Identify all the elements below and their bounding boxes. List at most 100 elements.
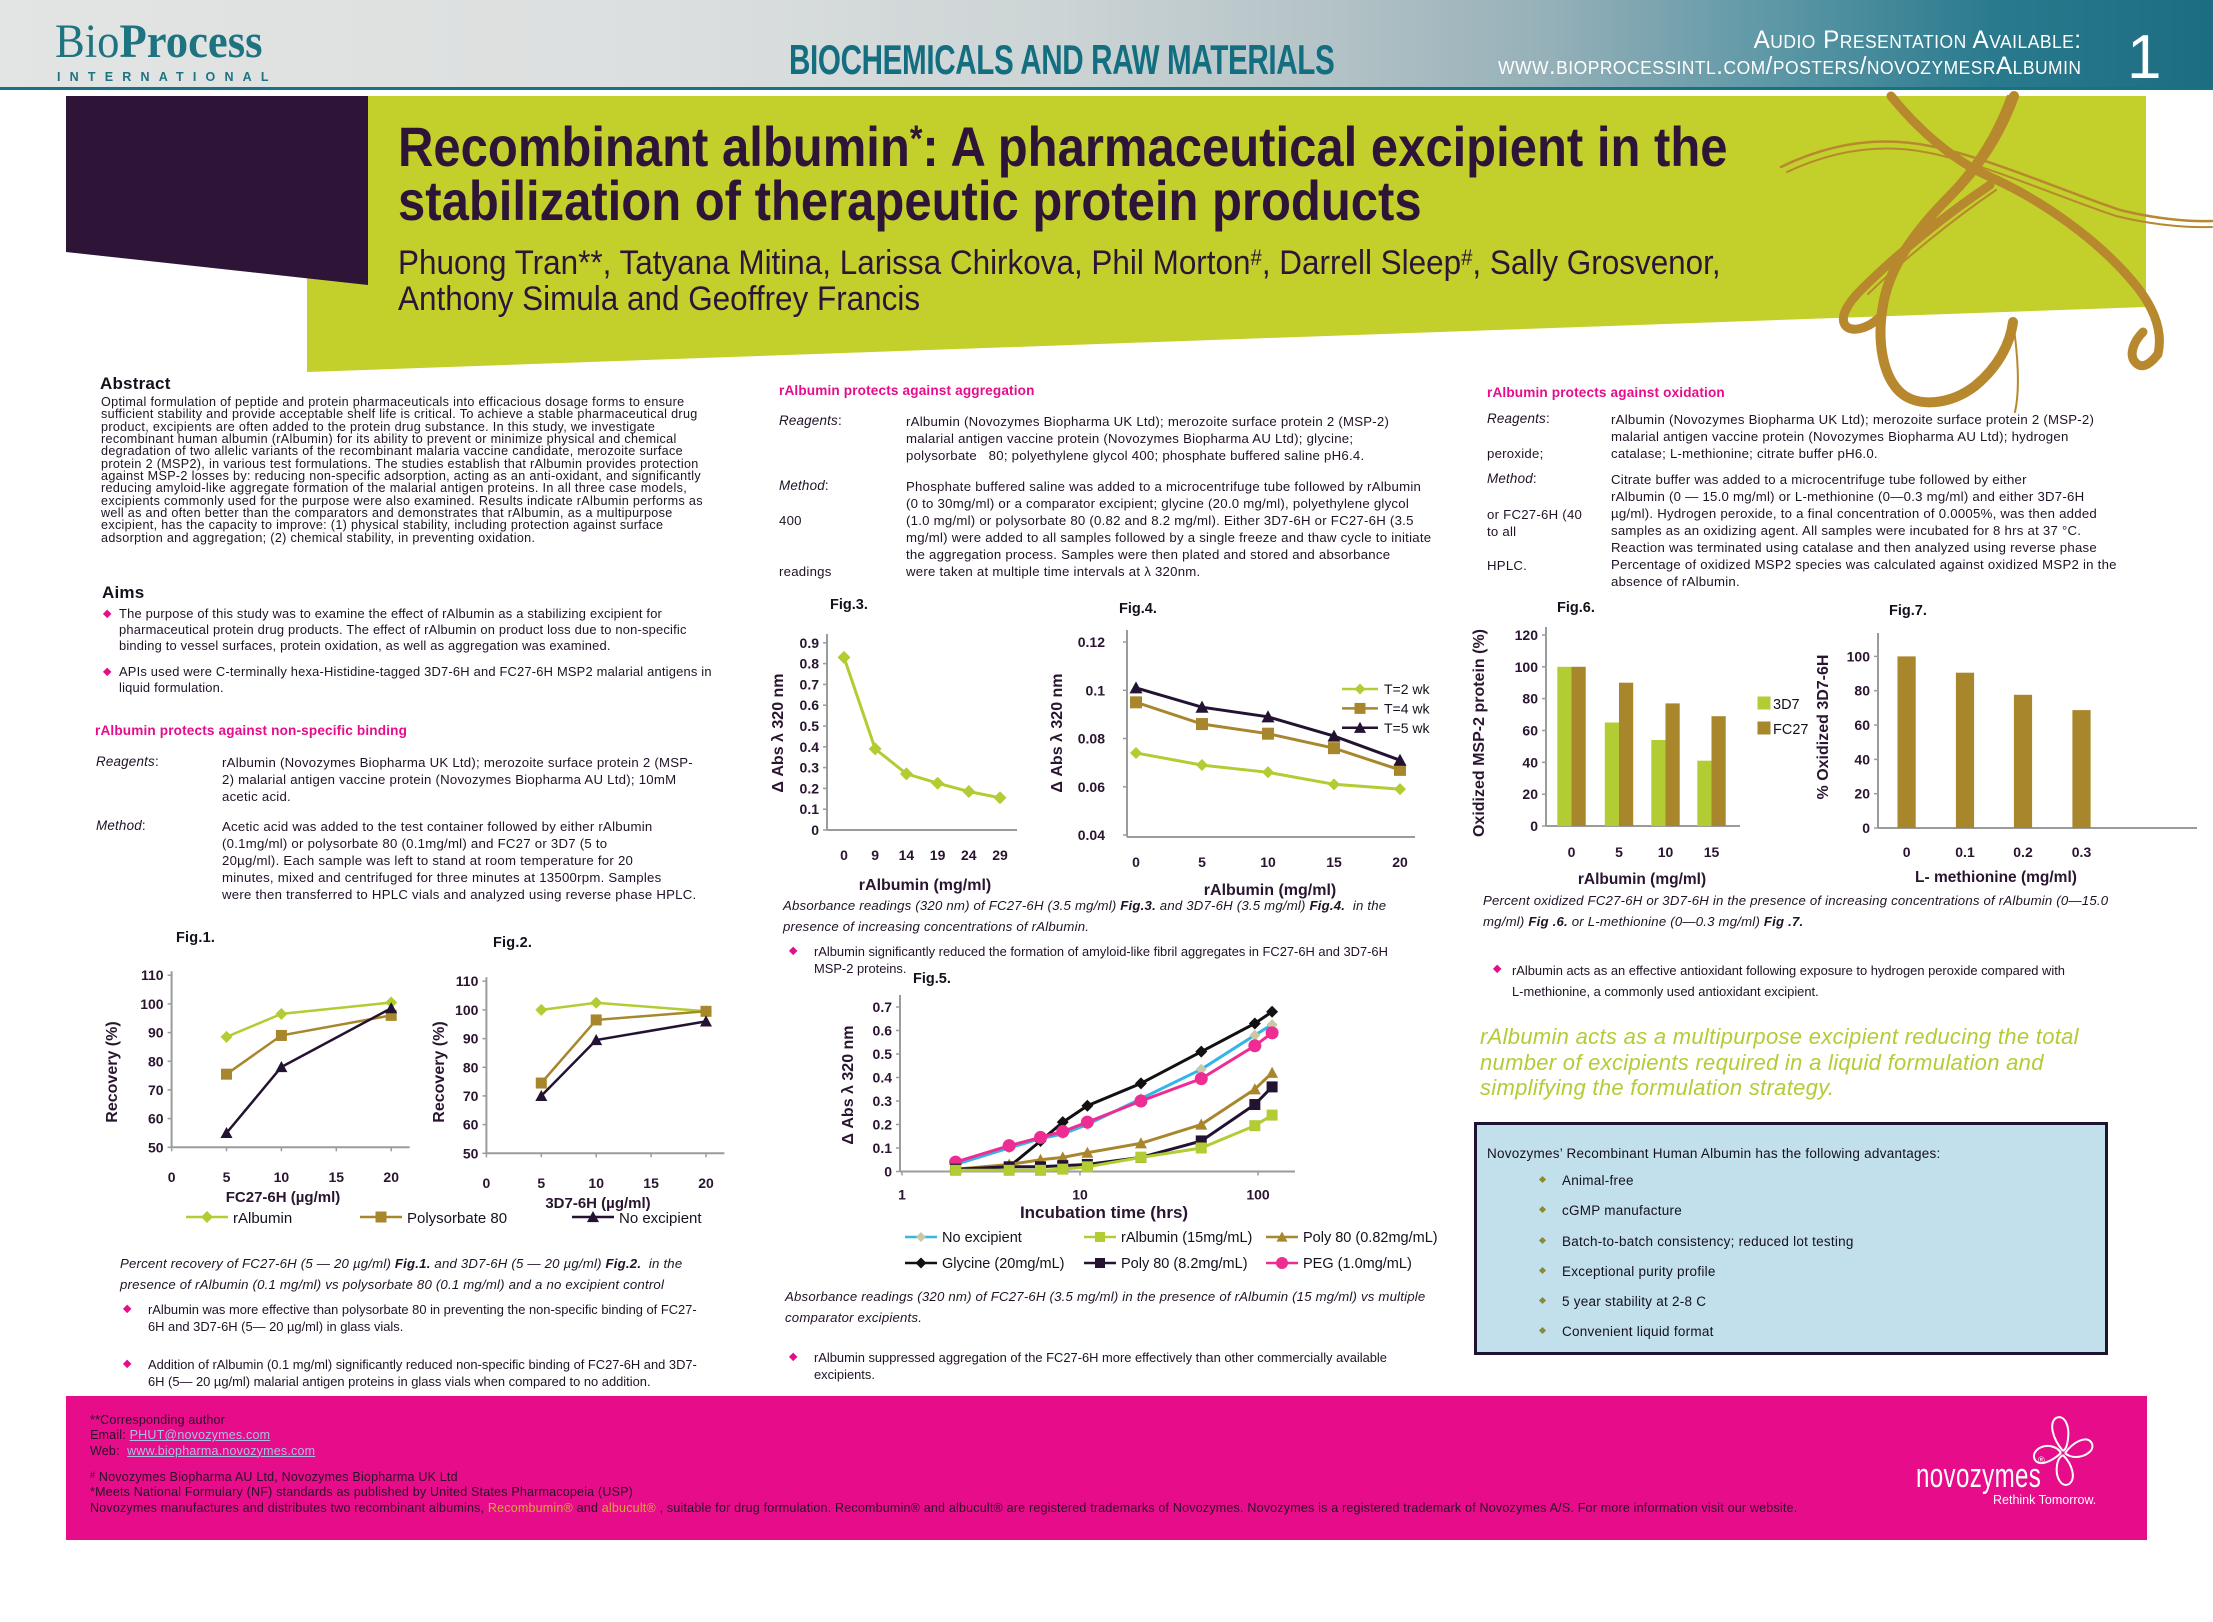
svg-text:0.6: 0.6: [873, 1023, 893, 1039]
svg-text:110: 110: [141, 967, 164, 983]
svg-text:0.2: 0.2: [873, 1117, 893, 1133]
svg-text:0.2: 0.2: [800, 780, 820, 796]
svg-text:10: 10: [1658, 844, 1674, 860]
svg-text:10: 10: [274, 1169, 290, 1185]
svg-text:80: 80: [463, 1059, 479, 1075]
svg-text:0.06: 0.06: [1078, 779, 1105, 795]
svg-text:19: 19: [930, 847, 946, 863]
svg-text:0.1: 0.1: [873, 1140, 893, 1156]
svg-text:Incubation time (hrs): Incubation time (hrs): [1020, 1203, 1188, 1222]
svg-text:Oxidized MSP-2 protein (%): Oxidized MSP-2 protein (%): [1471, 629, 1488, 837]
svg-text:5: 5: [223, 1169, 231, 1185]
svg-text:0.3: 0.3: [2072, 844, 2092, 860]
svg-text:90: 90: [463, 1031, 479, 1047]
svg-text:T=2 wk: T=2 wk: [1384, 681, 1431, 697]
svg-text:110: 110: [456, 973, 479, 989]
svg-text:0: 0: [1530, 818, 1538, 834]
svg-text:80: 80: [1854, 683, 1870, 699]
svg-text:10: 10: [1260, 854, 1276, 870]
svg-text:Recovery (%): Recovery (%): [431, 1021, 448, 1122]
svg-text:rAlbumin (mg/ml): rAlbumin (mg/ml): [1204, 882, 1336, 899]
svg-text:10: 10: [588, 1175, 604, 1191]
svg-text:15: 15: [643, 1175, 659, 1191]
svg-text:0.5: 0.5: [800, 718, 820, 734]
svg-text:90: 90: [148, 1025, 164, 1041]
svg-text:0.1: 0.1: [800, 801, 820, 817]
svg-text:Poly 80 (8.2mg/mL): Poly 80 (8.2mg/mL): [1121, 1256, 1248, 1272]
svg-text:120: 120: [1515, 627, 1539, 643]
svg-text:Poly 80 (0.82mg/mL): Poly 80 (0.82mg/mL): [1303, 1230, 1438, 1246]
svg-text:0.5: 0.5: [873, 1046, 893, 1062]
svg-text:0.1: 0.1: [1955, 844, 1975, 860]
svg-text:20: 20: [383, 1169, 399, 1185]
svg-text:No excipient: No excipient: [942, 1230, 1022, 1246]
svg-text:0: 0: [884, 1164, 892, 1180]
svg-text:novozymes: novozymes: [1916, 1457, 2041, 1495]
svg-text:0.4: 0.4: [800, 739, 820, 755]
svg-text:100: 100: [1246, 1187, 1270, 1203]
svg-text:29: 29: [992, 847, 1008, 863]
svg-text:0: 0: [483, 1175, 491, 1191]
svg-text:1: 1: [898, 1187, 906, 1203]
svg-text:0: 0: [811, 822, 819, 838]
svg-text:100: 100: [455, 1002, 479, 1018]
svg-text:5: 5: [1198, 854, 1206, 870]
svg-text:0.12: 0.12: [1078, 634, 1105, 650]
svg-text:rAlbumin: rAlbumin: [233, 1210, 292, 1227]
svg-text:70: 70: [148, 1082, 164, 1098]
svg-text:0: 0: [1568, 844, 1576, 860]
svg-text:No excipient: No excipient: [619, 1210, 702, 1227]
svg-text:9: 9: [871, 847, 879, 863]
svg-text:15: 15: [1704, 844, 1720, 860]
svg-text:rAlbumin (mg/ml): rAlbumin (mg/ml): [1578, 871, 1706, 888]
svg-text:80: 80: [148, 1053, 164, 1069]
svg-text:FC27: FC27: [1773, 722, 1808, 738]
svg-text:0: 0: [840, 847, 848, 863]
svg-text:0: 0: [1862, 820, 1870, 836]
svg-text:50: 50: [463, 1145, 479, 1161]
svg-text:40: 40: [1522, 754, 1538, 770]
svg-text:20: 20: [1392, 854, 1408, 870]
svg-text:14: 14: [899, 847, 915, 863]
svg-text:T=5 wk: T=5 wk: [1384, 720, 1431, 736]
svg-text:FC27-6H (µg/ml): FC27-6H (µg/ml): [226, 1189, 341, 1206]
svg-text:0.4: 0.4: [873, 1070, 893, 1086]
svg-text:20: 20: [1522, 786, 1538, 802]
svg-text:®: ®: [2038, 1455, 2045, 1465]
svg-text:20: 20: [698, 1175, 714, 1191]
svg-text:Δ Abs λ 320 nm: Δ Abs λ 320 nm: [1049, 673, 1066, 792]
svg-text:0: 0: [1903, 844, 1911, 860]
svg-text:0.1: 0.1: [1086, 682, 1106, 698]
svg-text:60: 60: [148, 1111, 164, 1127]
svg-text:80: 80: [1522, 691, 1538, 707]
svg-text:0.2: 0.2: [2013, 844, 2033, 860]
svg-text:100: 100: [1515, 659, 1539, 675]
svg-text:100: 100: [140, 996, 164, 1012]
svg-text:rAlbumin (mg/ml): rAlbumin (mg/ml): [859, 877, 991, 894]
svg-text:rAlbumin (15mg/mL): rAlbumin (15mg/mL): [1121, 1230, 1252, 1246]
svg-text:40: 40: [1854, 751, 1870, 767]
svg-text:Glycine (20mg/mL): Glycine (20mg/mL): [942, 1256, 1064, 1272]
svg-text:Δ Abs λ 320 nm: Δ Abs λ 320 nm: [770, 673, 787, 792]
svg-text:Recovery (%): Recovery (%): [104, 1021, 121, 1122]
svg-text:24: 24: [961, 847, 977, 863]
svg-text:5: 5: [1615, 844, 1623, 860]
svg-text:15: 15: [1326, 854, 1342, 870]
svg-text:5: 5: [537, 1175, 545, 1191]
svg-text:0.8: 0.8: [800, 656, 820, 672]
svg-text:PEG (1.0mg/mL): PEG (1.0mg/mL): [1303, 1256, 1412, 1272]
svg-text:0.7: 0.7: [800, 676, 820, 692]
svg-text:3D7: 3D7: [1773, 697, 1800, 713]
svg-text:L- methionine (mg/ml): L- methionine (mg/ml): [1915, 869, 2077, 886]
svg-text:10: 10: [1072, 1187, 1088, 1203]
svg-text:Rethink Tomorrow.: Rethink Tomorrow.: [1993, 1493, 2096, 1507]
svg-text:0.04: 0.04: [1078, 827, 1105, 843]
svg-text:60: 60: [1522, 723, 1538, 739]
svg-text:Δ Abs λ 320 nm: Δ Abs λ 320 nm: [840, 1025, 857, 1144]
svg-text:3D7-6H (µg/ml): 3D7-6H (µg/ml): [545, 1195, 650, 1212]
svg-text:100: 100: [1847, 648, 1871, 664]
svg-text:0.3: 0.3: [800, 760, 820, 776]
svg-text:0.3: 0.3: [873, 1093, 893, 1109]
svg-text:50: 50: [148, 1139, 164, 1155]
svg-text:60: 60: [1854, 717, 1870, 733]
